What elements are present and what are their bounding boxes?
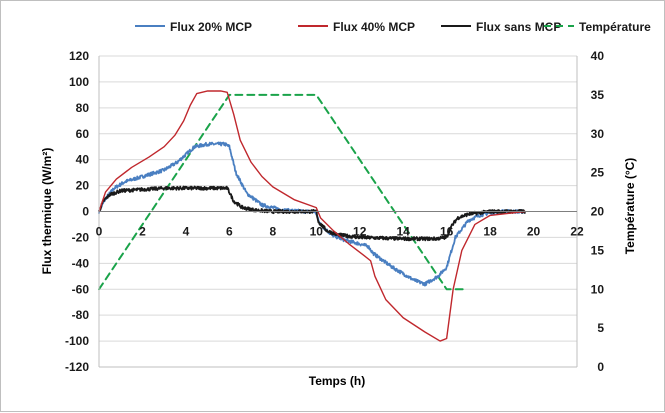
y-tick-label: 120 [69,49,89,63]
y-tick-label: 100 [69,75,89,89]
legend: Flux 20% MCP Flux 40% MCP Flux sans MCP Tem… [135,20,651,34]
x-tick-label: 2 [139,225,146,239]
y2-tick-label: 0 [597,360,604,374]
y-tick-label: 40 [76,153,90,167]
y-tick-label: -20 [72,230,90,244]
y2-tick-label: 5 [597,321,604,335]
x-tick-label: 22 [570,225,584,239]
legend-label: Température [579,20,651,34]
y-tick-label: -120 [65,360,89,374]
y-tick-label: -80 [72,308,90,322]
x-tick-label: 0 [96,225,103,239]
x-tick-label: 6 [226,225,233,239]
series-line-flux-sans-mcp [98,185,526,242]
x-tick-label: 14 [397,225,411,239]
x-tick-label: 16 [440,225,454,239]
legend-label: Flux sans MCP [476,20,561,34]
y-tick-label: 80 [76,101,90,115]
x-tick-label: 10 [310,225,324,239]
y2-tick-label: 20 [591,205,605,219]
x-tick-label: 18 [483,225,497,239]
legend-label: Flux 40% MCP [333,20,415,34]
y2-tick-label: 10 [591,282,605,296]
series-line-temperature [98,93,468,291]
legend-label: Flux 20% MCP [170,20,252,34]
x-tick-label: 8 [269,225,276,239]
x-tick-label: 12 [353,225,367,239]
plot-series [98,90,526,342]
y-tick-label: 0 [82,205,89,219]
x-axis-title: Temps (h) [309,374,365,388]
x-tick-label: 20 [527,225,541,239]
axes [98,56,578,368]
y2-tick-label: 40 [591,49,605,63]
y-axis-title: Flux thermique (W/m²) [40,148,54,275]
series-line-flux-20-mcp [98,141,526,287]
y-tick-label: 20 [76,179,90,193]
series-line-flux-40-mcp [98,90,526,342]
y-tick-label: -40 [72,256,90,270]
y2-tick-label: 25 [591,166,605,180]
y-tick-label: 60 [76,127,90,141]
y2-axis-title: Température (°C) [623,158,637,255]
y-tick-label: -60 [72,282,90,296]
y2-tick-label: 35 [591,88,605,102]
tick-labels: -120-100-80-60-40-2002040608010012005101… [65,49,604,374]
y2-tick-label: 15 [591,243,605,257]
x-tick-label: 4 [183,225,190,239]
y2-tick-label: 30 [591,127,605,141]
y-tick-label: -100 [65,334,89,348]
